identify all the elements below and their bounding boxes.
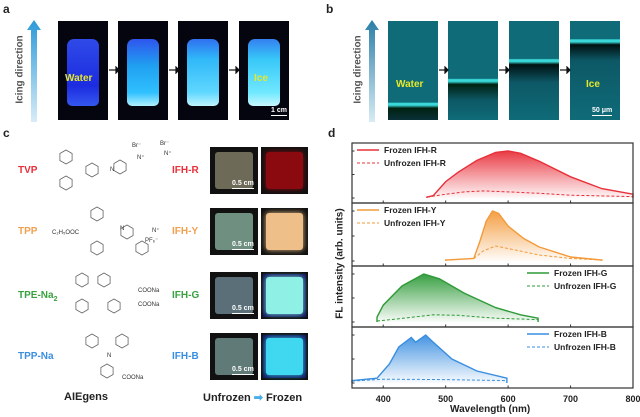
unfrozen-sample-photo: 0.5 cm (210, 272, 258, 319)
chemical-structure-icon (59, 149, 127, 191)
scale-bar: 50 μm (592, 107, 613, 116)
spectrum-fill (352, 335, 507, 383)
scale-bar: 0.5 cm (232, 241, 254, 250)
chemical-structure-icon (75, 272, 121, 314)
chemical-structure-icon (90, 206, 149, 256)
atom-label: Br⁻ (132, 143, 142, 149)
legend-label: Unfrozen IFH-Y (384, 218, 446, 228)
legend-label: Unfrozen IFH-B (554, 342, 616, 352)
ice-label: Ice (586, 79, 600, 90)
legend-label: Frozen IFH-B (554, 329, 607, 339)
hydrogel-name: IFH-G (172, 290, 200, 301)
legend-label: Frozen IFH-R (384, 145, 437, 155)
hydrogel-name: IFH-Y (172, 226, 199, 237)
spectrum-line-frozen-ifh-g (376, 273, 539, 323)
panel-b-label: b (326, 2, 334, 16)
spectrum-line-unfrozen-ifh-g (376, 314, 539, 322)
aiegens-footer: AIEgens (64, 391, 109, 403)
atom-label: N (110, 167, 115, 173)
x-tick-label: 500 (438, 394, 453, 404)
vial-photo-4: Ice 1 cm (239, 21, 289, 120)
micrograph-2 (448, 21, 498, 120)
atom-label: N⁺ (152, 228, 160, 234)
x-tick-label: 700 (563, 394, 578, 404)
hydrogel-name: IFH-B (172, 351, 199, 362)
spectrum-line-unfrozen-ifh-r (426, 190, 634, 198)
frozen-sample-photo (261, 147, 308, 194)
icing-direction-arrow-icon (365, 20, 379, 122)
aiegen-name: TPP (18, 226, 38, 237)
scale-bar: 0.5 cm (232, 305, 254, 314)
aiegen-name: TPP-Na (18, 351, 54, 362)
frozen-sample-photo (261, 272, 308, 319)
atom-label: N (120, 226, 125, 232)
x-tick-label: 800 (625, 394, 640, 404)
frozen-sample-photo (261, 333, 308, 380)
sequence-arrows (439, 66, 571, 74)
scale-bar: 0.5 cm (232, 180, 254, 189)
panel-c-label: c (3, 126, 10, 140)
vial-photo-3 (178, 21, 228, 120)
unfrozen-frozen-footer: Unfrozen ➡ Frozen (203, 391, 302, 404)
water-label: Water (65, 73, 93, 84)
micrograph-3 (509, 21, 559, 120)
plot-frame (351, 326, 634, 389)
legend-label: Frozen IFH-Y (384, 205, 437, 215)
sequence-arrows (109, 66, 240, 74)
spectrum-line-unfrozen-ifh-b (351, 378, 507, 382)
x-tick-label: 400 (376, 394, 391, 404)
frozen-label: Frozen (266, 392, 303, 404)
spectrum-fill (426, 151, 633, 198)
legend-label: Unfrozen IFH-R (384, 158, 446, 168)
panel-d-label: d (328, 126, 336, 140)
scale-bar: 1 cm (271, 107, 287, 116)
aiegen-name: TPE-Na2 (18, 290, 58, 303)
x-tick-label: 600 (501, 394, 516, 404)
atom-label: COONa (138, 302, 160, 308)
legend-label: Unfrozen IFH-G (554, 281, 617, 291)
vial-photo-2 (118, 21, 168, 120)
atom-label: PF₆⁻ (145, 238, 159, 244)
right-arrow-icon: ➡ (253, 392, 263, 404)
atom-label: COONa (122, 375, 144, 381)
unfrozen-sample-photo: 0.5 cm (210, 333, 258, 380)
panel-a-label: a (3, 2, 10, 16)
legend-label: Frozen IFH-G (554, 268, 608, 278)
icing-direction-arrow-icon (27, 20, 41, 122)
atom-label: N⁺ (164, 151, 172, 157)
atom-label: COONa (138, 288, 160, 294)
chemical-structure-icon (85, 333, 129, 379)
x-axis-label: Wavelength (nm) (450, 404, 531, 415)
atom-label: Br⁻ (160, 141, 170, 147)
spectrum-line-frozen-ifh-r (426, 150, 634, 199)
spectrum-fill (376, 274, 539, 322)
atom-label: N (107, 353, 112, 359)
spectrum-line-frozen-ifh-b (351, 334, 508, 384)
frozen-sample-photo (261, 208, 308, 255)
aiegen-name: TVP (18, 165, 38, 176)
atom-label: C₂H₅OOC (52, 230, 80, 236)
water-label: Water (396, 79, 424, 90)
ice-label: Ice (254, 73, 268, 84)
atom-label: N⁺ (137, 155, 145, 161)
spectrum-line-unfrozen-ifh-y (473, 245, 602, 261)
unfrozen-label: Unfrozen (203, 392, 251, 404)
vial-photo-1: Water (58, 21, 108, 120)
micrograph-4: Ice 50 μm (570, 21, 620, 120)
unfrozen-sample-photo: 0.5 cm (210, 147, 258, 194)
hydrogel-name: IFH-R (172, 165, 199, 176)
micrograph-1: Water (388, 21, 438, 120)
scale-bar: 0.5 cm (232, 366, 254, 375)
unfrozen-sample-photo: 0.5 cm (210, 208, 258, 255)
spectrum-fill (445, 211, 602, 261)
